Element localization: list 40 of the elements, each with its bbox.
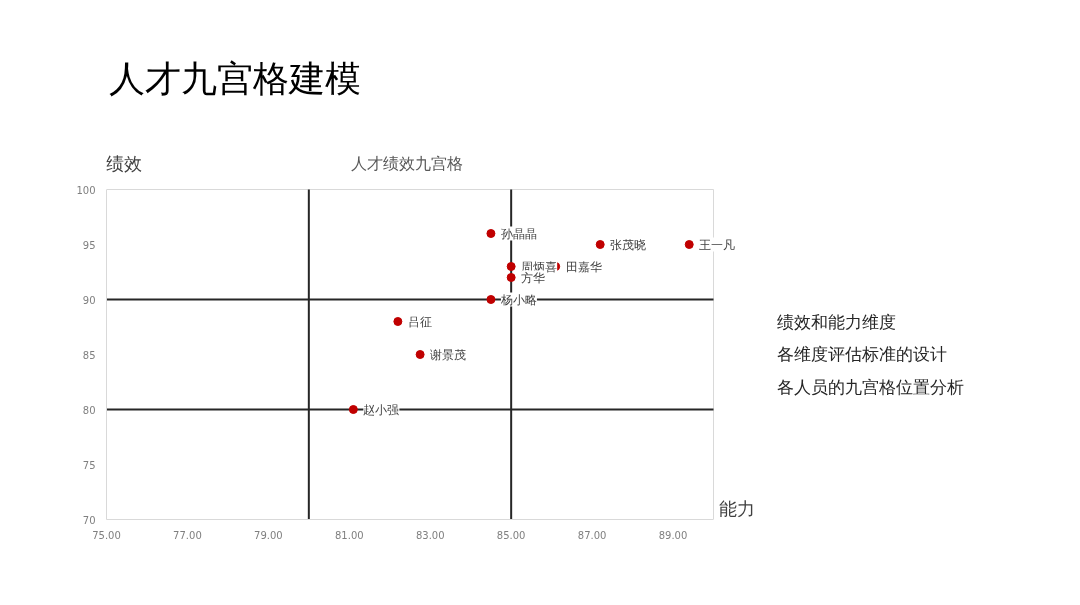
point — [393, 317, 403, 326]
data-label: 王一凡 — [699, 237, 736, 252]
data-label: 赵小强 — [363, 402, 400, 417]
data-label: 吕征 — [407, 314, 432, 329]
point — [486, 229, 496, 238]
y-tick-label: 90 — [82, 294, 96, 306]
point — [684, 240, 694, 249]
y-tick-label: 75 — [82, 459, 96, 471]
y-axis-title: 绩效 — [105, 153, 142, 174]
data-label: 田嘉华 — [565, 259, 602, 274]
y-tick-label: 80 — [82, 404, 96, 416]
y-tick-label: 85 — [82, 349, 96, 361]
point — [486, 295, 496, 304]
y-tick-label: 70 — [82, 514, 96, 526]
point — [506, 273, 516, 282]
data-label: 孙晶晶 — [500, 226, 537, 241]
y-tick-label: 100 — [76, 184, 96, 196]
text: 各人员的九宫格位置分析 — [776, 376, 964, 397]
text: 各维度评估标准的设计 — [776, 344, 947, 364]
x-tick-label: 83.00 — [415, 529, 445, 541]
text: 绩效和能力维度 — [776, 311, 896, 332]
x-tick-label: 85.00 — [496, 529, 526, 541]
x-tick-label: 75.00 — [92, 529, 121, 541]
x-tick-label: 89.00 — [658, 529, 688, 541]
point — [595, 240, 605, 249]
x-tick-label: 77.00 — [173, 529, 202, 541]
x-tick-label: 79.00 — [254, 529, 283, 541]
point — [415, 350, 425, 359]
x-tick-label: 81.00 — [334, 529, 364, 541]
x-axis-title: 能力 — [718, 498, 755, 519]
point — [348, 405, 358, 414]
y-tick-label: 95 — [82, 239, 96, 251]
chart-subtitle: 人才九宫格建模 — [108, 58, 361, 99]
data-label: 杨小略 — [499, 292, 537, 307]
data-label: 方华 — [521, 270, 546, 285]
point — [506, 262, 516, 271]
x-tick-label: 87.00 — [577, 529, 607, 541]
chart-title: 人才绩效九宫格 — [350, 154, 463, 173]
data-label: 张茂晓 — [610, 237, 647, 252]
data-label: 谢景茂 — [430, 347, 467, 362]
